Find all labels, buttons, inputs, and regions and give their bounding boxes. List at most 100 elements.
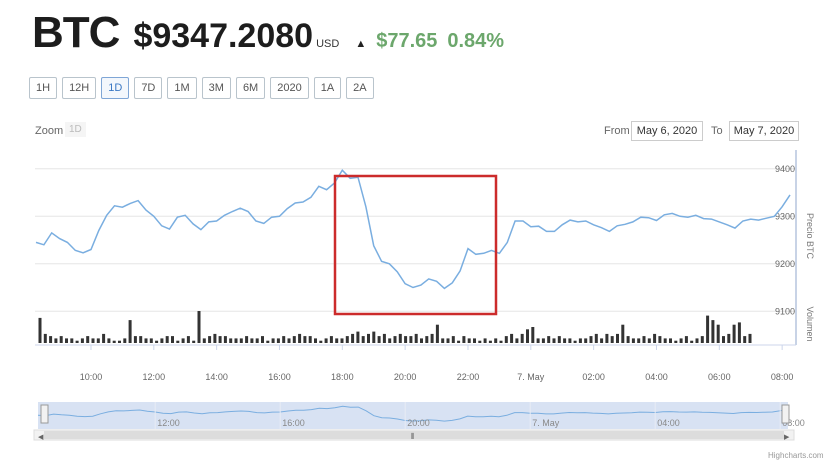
scroll-left-arrow-icon[interactable]: ◀ bbox=[38, 433, 44, 441]
volume-bar bbox=[319, 340, 323, 343]
x-tick-label: 7. May bbox=[517, 372, 545, 382]
x-tick-label: 04:00 bbox=[645, 372, 668, 382]
volume-bar bbox=[631, 338, 635, 343]
y-tick-9400: 9400 bbox=[775, 164, 795, 174]
range-button-3m[interactable]: 3M bbox=[201, 77, 231, 99]
range-button-6m[interactable]: 6M bbox=[235, 77, 266, 99]
volume-bar bbox=[520, 333, 524, 343]
from-label: From bbox=[604, 125, 630, 137]
range-button-12h[interactable]: 12H bbox=[62, 77, 97, 99]
volume-bar bbox=[541, 338, 545, 343]
volume-bar bbox=[314, 338, 317, 343]
volume-bar bbox=[515, 338, 519, 343]
navigator[interactable]: 12:00 16:00 20:00 7. May 04:00 08:00 bbox=[37, 402, 805, 429]
range-button-1m[interactable]: 1M bbox=[167, 77, 197, 99]
navigator-right-handle[interactable] bbox=[781, 404, 790, 424]
to-date-input[interactable]: May 7, 2020 bbox=[729, 121, 799, 141]
volume-bar bbox=[488, 340, 492, 343]
y-tick-9200: 9200 bbox=[775, 259, 795, 269]
scrollbar[interactable]: ◀ ▶ ⦀ bbox=[33, 429, 795, 441]
volume-bar bbox=[303, 336, 307, 343]
zoom-1d-button[interactable]: 1D bbox=[65, 122, 86, 137]
x-axis-ticks: 10:00 12:00 14:00 16:00 18:00 20:00 22:00 7. Ma… bbox=[80, 345, 793, 382]
volume-bar bbox=[171, 336, 174, 343]
volume-bar bbox=[573, 340, 577, 343]
volume-bar bbox=[271, 338, 275, 343]
volume-bar bbox=[282, 336, 286, 343]
volume-bar bbox=[716, 324, 720, 343]
volume-bar bbox=[526, 329, 529, 343]
scrollbar-thumb[interactable] bbox=[44, 431, 784, 439]
x-tick-label: 22:00 bbox=[457, 372, 480, 382]
volume-bar bbox=[737, 322, 741, 343]
volume-bar bbox=[186, 336, 190, 343]
volume-bar bbox=[478, 340, 482, 343]
x-tick-label: 12:00 bbox=[143, 372, 166, 382]
current-price: $9347.2080 bbox=[133, 17, 314, 55]
volume-bar bbox=[340, 338, 344, 343]
x-tick-label: 20:00 bbox=[394, 372, 417, 382]
volume-bar bbox=[361, 336, 365, 343]
volume-bar bbox=[684, 336, 688, 343]
volume-bar bbox=[298, 333, 302, 343]
volume-bar bbox=[409, 336, 413, 343]
volume-axis-label: Volumen bbox=[805, 306, 815, 341]
volume-bar bbox=[43, 333, 47, 343]
volume-bar bbox=[700, 336, 704, 343]
volume-bar bbox=[276, 338, 280, 343]
volume-bar bbox=[388, 338, 392, 343]
volume-bar bbox=[568, 338, 572, 343]
volume-bar bbox=[70, 338, 74, 343]
volume-bar bbox=[335, 338, 339, 343]
volume-bar bbox=[674, 340, 678, 343]
range-button-1d[interactable]: 1D bbox=[101, 77, 130, 99]
volume-bar bbox=[435, 324, 439, 343]
volume-bar bbox=[345, 336, 349, 343]
volume-bar bbox=[430, 333, 434, 343]
volume-bar bbox=[202, 338, 206, 343]
volume-bar bbox=[192, 340, 196, 343]
volume-bar bbox=[86, 336, 90, 343]
range-button-1h[interactable]: 1H bbox=[29, 77, 58, 99]
coin-symbol: BTC bbox=[32, 8, 120, 57]
volume-bar bbox=[610, 336, 614, 343]
range-button-7d[interactable]: 7D bbox=[134, 77, 163, 99]
volume-bar bbox=[261, 336, 264, 343]
navigator-left-handle[interactable] bbox=[40, 404, 49, 424]
navigator-tick-label: 04:00 bbox=[657, 418, 680, 428]
volume-bar bbox=[621, 324, 625, 343]
volume-bar bbox=[663, 338, 667, 343]
volume-bar bbox=[404, 336, 408, 343]
range-button-2a[interactable]: 2A bbox=[346, 77, 374, 99]
volume-bar bbox=[658, 336, 662, 343]
navigator-tick-label: 12:00 bbox=[157, 418, 180, 428]
volume-bar bbox=[324, 338, 328, 343]
scroll-right-arrow-icon[interactable]: ▶ bbox=[784, 433, 790, 441]
scrollbar-grip-icon[interactable]: ⦀ bbox=[411, 432, 415, 441]
volume-bar bbox=[653, 333, 657, 343]
volume-bar bbox=[377, 336, 381, 343]
volume-bar bbox=[647, 338, 651, 343]
y-tick-9100: 9100 bbox=[775, 306, 795, 316]
highcharts-credit[interactable]: Highcharts.com bbox=[768, 451, 824, 460]
volume-bar bbox=[536, 338, 540, 343]
volume-bar bbox=[557, 336, 561, 343]
volume-bar bbox=[504, 336, 508, 343]
volume-bar bbox=[255, 338, 259, 343]
volume-bar bbox=[54, 338, 58, 343]
volume-bar bbox=[223, 336, 227, 343]
from-date-input[interactable]: May 6, 2020 bbox=[631, 121, 703, 141]
range-button-1a[interactable]: 1A bbox=[313, 77, 342, 99]
volume-bar bbox=[679, 338, 683, 343]
volume-bar bbox=[351, 333, 355, 343]
navigator-line bbox=[37, 405, 789, 422]
volume-bar bbox=[329, 336, 333, 343]
volume-bar bbox=[637, 338, 641, 343]
highlight-box bbox=[333, 174, 498, 316]
volume-bar bbox=[102, 333, 106, 343]
volume-bar bbox=[441, 338, 445, 343]
range-button-2020[interactable]: 2020 bbox=[270, 77, 309, 99]
volume-bar bbox=[494, 338, 498, 343]
x-tick-label: 16:00 bbox=[268, 372, 291, 382]
